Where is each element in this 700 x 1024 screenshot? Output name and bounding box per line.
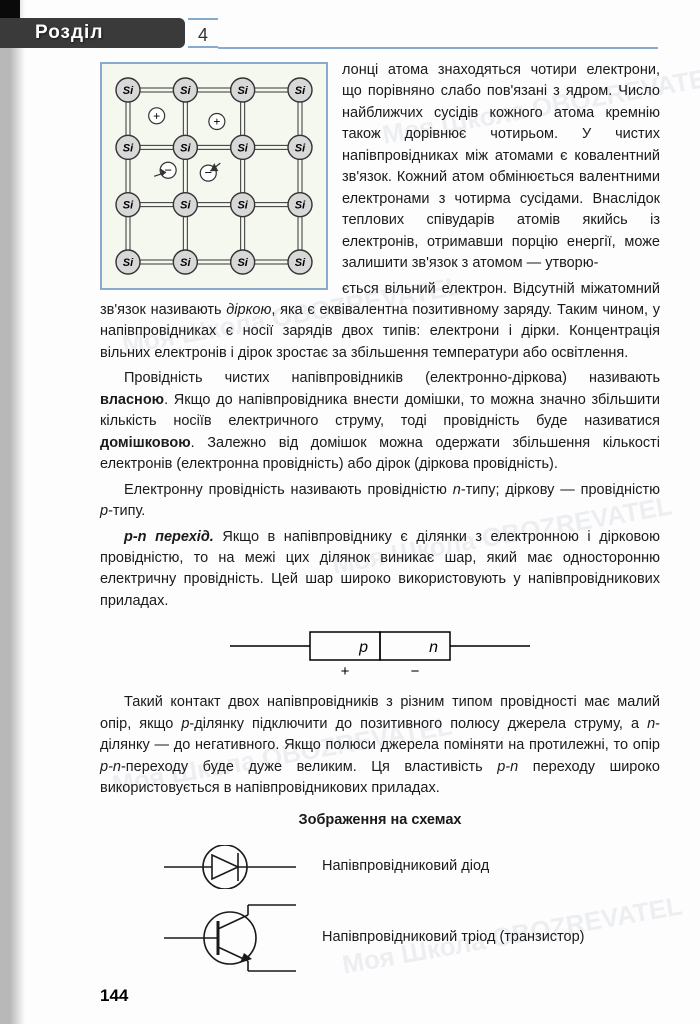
section-header: Розділ [0, 18, 185, 48]
svg-text:+: + [153, 109, 160, 123]
diode-icon [160, 845, 300, 889]
svg-text:Si: Si [295, 85, 306, 97]
svg-text:−: − [164, 162, 172, 177]
svg-text:Si: Si [123, 200, 134, 212]
text: Електронну провідність називають провідн… [124, 482, 453, 498]
text: . Якщо до напівпровідника внести домішки… [100, 392, 660, 429]
term-dirka: діркою [226, 302, 271, 318]
text: -ділянку підключити до позитивного полюс… [189, 716, 647, 732]
svg-text:−: − [204, 165, 212, 180]
schema-heading: Зображення на схемах [100, 810, 660, 831]
paragraph-5: Такий контакт двох напівпровідників з рі… [100, 692, 660, 799]
page-content: Si Si Si Si Si Si Si Si Si Si Si Si Si Si Si Si + − + − лон… [100, 60, 660, 987]
text: -типу; діркову — провідністю [461, 482, 660, 498]
n-label: n [429, 639, 438, 656]
svg-text:Si: Si [295, 200, 306, 212]
lattice-svg: Si Si Si Si Si Si Si Si Si Si Si Si Si Si Si Si + − + − [110, 72, 318, 280]
term-vlasna: власною [100, 392, 164, 408]
transistor-icon [160, 903, 300, 973]
p-label: p [358, 639, 368, 656]
left-margin-bar [0, 0, 25, 1024]
svg-text:Si: Si [180, 200, 191, 212]
svg-text:Si: Si [237, 85, 248, 97]
transistor-label: Напівпровідниковий тріод (транзистор) [322, 927, 585, 948]
svg-text:Si: Si [237, 142, 248, 154]
paragraph-2: Провідність чистих напівпровідників (еле… [100, 368, 660, 475]
svg-text:Si: Si [123, 257, 134, 269]
pn-junction-diagram: p n + − [100, 626, 660, 686]
silicon-lattice-figure: Si Si Si Si Si Si Si Si Si Si Si Si Si Si Si Si + − + − [100, 62, 328, 290]
term-pn-junction: p-n перехід. [124, 529, 214, 545]
page-number: 144 [100, 986, 128, 1006]
svg-text:Si: Si [180, 257, 191, 269]
svg-text:+: + [213, 115, 220, 129]
transistor-row: Напівпровідниковий тріод (транзистор) [160, 903, 660, 973]
pn: p-n [100, 759, 121, 775]
text: -переходу буде дуже великим. Ця властиві… [121, 759, 497, 775]
svg-text:Si: Si [180, 142, 191, 154]
chapter-number-box: 4 [188, 18, 218, 48]
svg-text:Si: Si [123, 85, 134, 97]
section-title: Розділ [35, 22, 103, 44]
p-type: p [100, 503, 108, 519]
text: Провідність чистих напівпровідників (еле… [124, 370, 660, 386]
pn-svg: p n + − [220, 626, 540, 686]
diode-label: Напівпровідниковий діод [322, 856, 489, 877]
term-domishkova: домішковою [100, 435, 191, 451]
chapter-number: 4 [198, 25, 208, 46]
top-rule [218, 47, 658, 49]
svg-text:Si: Si [237, 200, 248, 212]
svg-text:Si: Si [123, 142, 134, 154]
paragraph-4: p-n перехід. Якщо в напівпровіднику є ді… [100, 527, 660, 613]
paragraph-1b: ється вільний електрон. Відсутній міжато… [100, 279, 660, 365]
text: -типу. [108, 503, 145, 519]
svg-text:Si: Si [295, 257, 306, 269]
plus-label: + [341, 663, 350, 680]
n-region: n [647, 716, 655, 732]
svg-text:Si: Si [295, 142, 306, 154]
minus-label: − [411, 663, 420, 680]
n-type: n [453, 482, 461, 498]
diode-row: Напівпровідниковий діод [160, 845, 660, 889]
svg-text:Si: Si [237, 257, 248, 269]
svg-text:Si: Si [180, 85, 191, 97]
paragraph-3: Електронну провідність називають провідн… [100, 480, 660, 523]
pn: p-n [497, 759, 518, 775]
text: лонці атома знаходяться чотири електрони… [342, 62, 660, 271]
